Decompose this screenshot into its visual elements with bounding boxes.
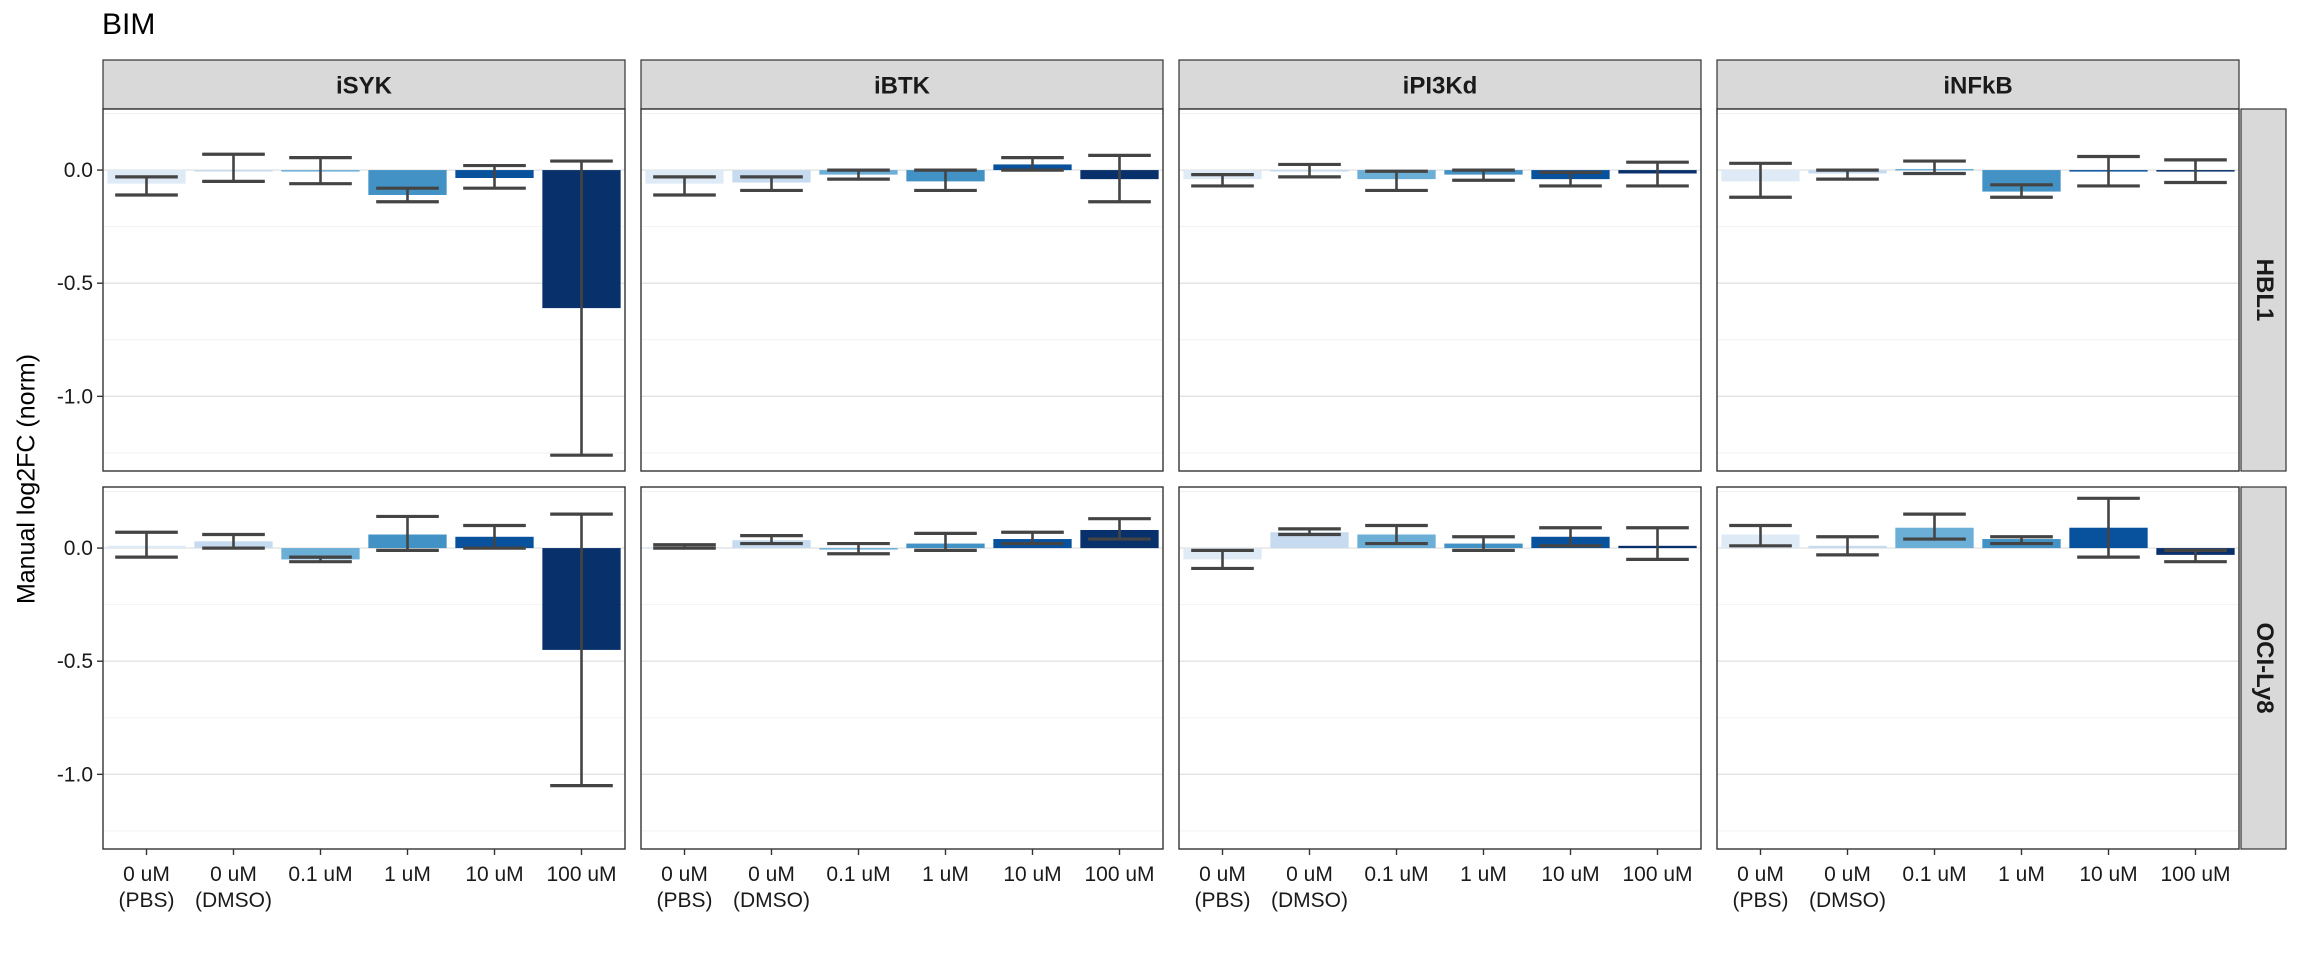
x-tick-label: 0 uM [1286, 863, 1333, 886]
y-tick-label: -0.5 [57, 272, 93, 295]
facet-strip-isyk [102, 59, 626, 110]
x-tick-label: (DMSO) [733, 889, 810, 912]
panel-bg-oci-ly8-infkb [1717, 487, 2239, 849]
x-tick-label: 0 uM [661, 863, 708, 886]
panel-bg-hbl1-infkb [1717, 109, 2239, 471]
x-tick-label: 0.1 uM [826, 863, 890, 886]
panel-bg-hbl1-ibtk [641, 109, 1163, 471]
facet-strip-ibtk [640, 59, 1164, 110]
panel-bg-hbl1-ipi3kd [1179, 109, 1701, 471]
x-tick-label: 1 uM [1998, 863, 2045, 886]
x-tick-label: (PBS) [656, 889, 712, 912]
panel-border-hbl1-isyk [102, 108, 626, 472]
facet-strip-hbl1 [2240, 108, 2287, 472]
x-tick-label: (PBS) [1194, 889, 1250, 912]
facet-label-ipi3kd: iPI3Kd [1403, 73, 1478, 100]
facet-strip-oci-ly8 [2240, 486, 2287, 850]
y-tick-label: -1.0 [57, 385, 93, 408]
panel-bg-oci-ly8-ipi3kd [1179, 487, 1701, 849]
x-tick-label: 1 uM [922, 863, 969, 886]
panel-bg-oci-ly8-ibtk [641, 487, 1163, 849]
bar [281, 548, 360, 560]
x-tick-label: (DMSO) [1271, 889, 1348, 912]
x-tick-label: (PBS) [118, 889, 174, 912]
panel-border-oci-ly8-infkb [1716, 486, 2240, 850]
panel-border-hbl1-infkb [1716, 108, 2240, 472]
x-tick-label: 0.1 uM [1364, 863, 1428, 886]
x-tick-label: 0 uM [1737, 863, 1784, 886]
facet-label-oci-ly8: OCI-Ly8 [2251, 622, 2278, 713]
panel-bg-hbl1-isyk [103, 109, 625, 471]
y-tick-label: 0.0 [64, 159, 93, 182]
x-tick-label: 0 uM [123, 863, 170, 886]
x-tick-label: 100 uM [1084, 863, 1154, 886]
panel-border-oci-ly8-isyk [102, 486, 626, 850]
x-tick-label: 100 uM [546, 863, 616, 886]
facet-label-isyk: iSYK [336, 73, 393, 100]
panel-border-oci-ly8-ipi3kd [1178, 486, 1702, 850]
x-tick-label: 0 uM [1199, 863, 1246, 886]
x-tick-label: 10 uM [465, 863, 523, 886]
y-tick-label: 0.0 [64, 537, 93, 560]
panel-border-oci-ly8-ibtk [640, 486, 1164, 850]
x-tick-label: 0.1 uM [288, 863, 352, 886]
x-tick-label: 0 uM [1824, 863, 1871, 886]
facet-label-hbl1: HBL1 [2251, 259, 2278, 322]
x-tick-label: 1 uM [384, 863, 431, 886]
chart-title: BIM [102, 8, 156, 41]
bar [1270, 532, 1349, 549]
x-tick-label: 10 uM [2079, 863, 2137, 886]
y-tick-label: -0.5 [57, 650, 93, 673]
panel-border-hbl1-ibtk [640, 108, 1164, 472]
x-tick-label: 10 uM [1003, 863, 1061, 886]
x-tick-label: (PBS) [1732, 889, 1788, 912]
facet-label-infkb: iNFkB [1943, 73, 2012, 100]
x-tick-label: (DMSO) [195, 889, 272, 912]
x-tick-label: 1 uM [1460, 863, 1507, 886]
x-tick-label: (DMSO) [1809, 889, 1886, 912]
x-tick-label: 100 uM [2160, 863, 2230, 886]
facet-label-ibtk: iBTK [874, 73, 931, 100]
x-tick-label: 0.1 uM [1902, 863, 1966, 886]
panel-bg-oci-ly8-isyk [103, 487, 625, 849]
x-tick-label: 10 uM [1541, 863, 1599, 886]
facet-strip-ipi3kd [1178, 59, 1702, 110]
panel-border-hbl1-ipi3kd [1178, 108, 1702, 472]
x-tick-label: 100 uM [1622, 863, 1692, 886]
x-tick-label: 0 uM [210, 863, 257, 886]
y-axis-title: Manual log2FC (norm) [13, 354, 41, 604]
y-tick-label: -1.0 [57, 763, 93, 786]
x-tick-label: 0 uM [748, 863, 795, 886]
